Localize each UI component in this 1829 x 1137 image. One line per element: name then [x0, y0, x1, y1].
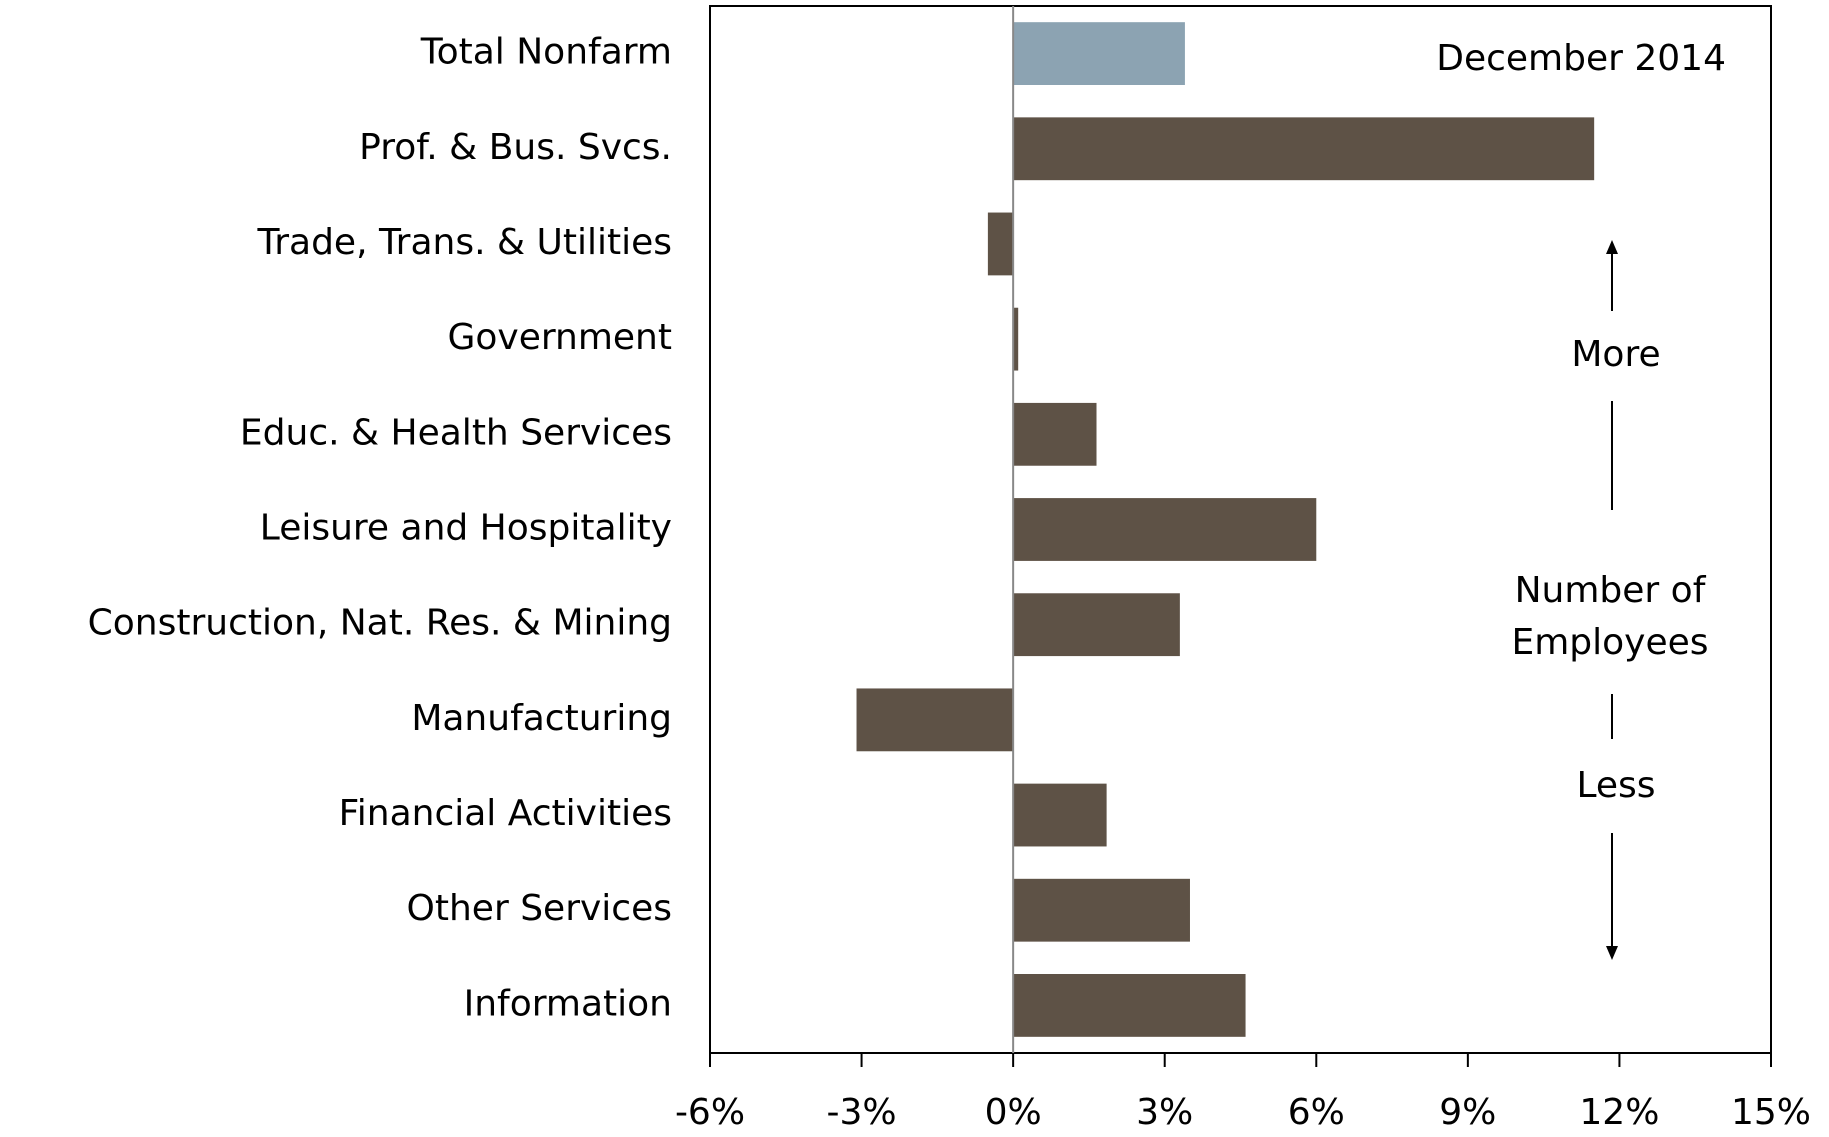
y-tick-label: Total Nonfarm [420, 32, 672, 73]
y-tick-label: Government [447, 317, 672, 358]
x-tick-label: 3% [1136, 1092, 1193, 1133]
annotation: More [1571, 334, 1660, 375]
bar [1013, 973, 1246, 1037]
bar [1013, 498, 1317, 561]
annotation: Less [1576, 765, 1655, 806]
arrow-head [1606, 946, 1618, 960]
annotation: Employees [1511, 622, 1708, 663]
bar [1013, 22, 1185, 86]
y-tick-label: Trade, Trans. & Utilities [257, 222, 672, 263]
annotation: December 2014 [1436, 38, 1726, 79]
x-tick-label: 12% [1579, 1092, 1659, 1133]
y-tick-label: Manufacturing [411, 698, 672, 739]
x-tick-label: -6% [675, 1092, 745, 1133]
bar [856, 688, 1014, 752]
y-tick-label: Information [464, 983, 672, 1024]
x-tick-label: 0% [985, 1092, 1042, 1133]
arrow-head [1606, 240, 1618, 254]
y-tick-label: Leisure and Hospitality [260, 508, 672, 549]
x-tick-label: 6% [1288, 1092, 1345, 1133]
y-tick-label: Prof. & Bus. Svcs. [359, 127, 672, 168]
bar [1013, 402, 1097, 466]
x-tick-label: -3% [827, 1092, 897, 1133]
y-tick-label: Construction, Nat. Res. & Mining [88, 603, 672, 644]
bar [1013, 593, 1180, 657]
annotation: Number of [1515, 570, 1707, 611]
plot-frame [709, 5, 1772, 1054]
x-tick-label: 15% [1731, 1092, 1811, 1133]
bar [1013, 307, 1019, 371]
y-tick-label: Educ. & Health Services [240, 412, 672, 453]
x-tick-label: 9% [1439, 1092, 1496, 1133]
y-tick-label: Other Services [407, 888, 672, 929]
bar [987, 212, 1014, 276]
bar [1013, 878, 1190, 942]
y-tick-label: Financial Activities [339, 793, 672, 834]
bar [1013, 783, 1107, 847]
bar [1013, 117, 1595, 181]
